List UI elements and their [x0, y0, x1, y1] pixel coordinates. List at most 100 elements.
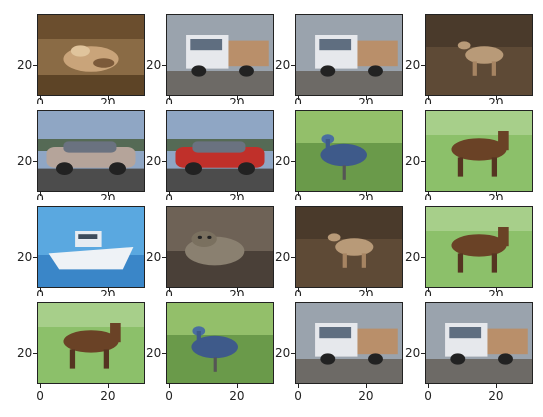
truck-image: [425, 302, 533, 384]
x-tick-label: 0: [165, 389, 173, 403]
x-tick-label: 20: [358, 193, 374, 200]
x-tick-label: 0: [36, 389, 44, 403]
y-tick-mark: [291, 160, 295, 162]
x-tick-mark: [366, 384, 368, 388]
x-tick-mark: [40, 288, 42, 292]
x-tick-label: 0: [294, 97, 302, 104]
x-tick-mark: [298, 384, 300, 388]
y-tick-label: 20: [17, 345, 33, 360]
x-tick-label: 0: [294, 389, 302, 403]
bird-image: [166, 302, 274, 384]
x-tick-mark: [40, 96, 42, 100]
x-tick-mark: [237, 384, 239, 388]
x-tick-label: 0: [424, 389, 432, 403]
truck-image: [295, 302, 403, 384]
y-tick-label: 20: [405, 249, 421, 264]
x-tick-mark: [298, 192, 300, 196]
x-tick-mark: [298, 96, 300, 100]
y-tick-mark: [162, 64, 166, 66]
x-tick-label: 20: [488, 97, 504, 104]
y-tick-mark: [421, 160, 425, 162]
x-tick-mark: [40, 384, 42, 388]
automobile-image: [166, 110, 274, 192]
x-tick-label: 20: [229, 389, 245, 403]
horse-image: [425, 206, 533, 288]
y-tick-mark: [33, 160, 37, 162]
x-tick-label: 0: [36, 289, 44, 296]
x-tick-mark: [169, 192, 171, 196]
x-tick-label: 0: [294, 289, 302, 296]
y-tick-label: 20: [275, 153, 291, 168]
y-tick-label: 20: [275, 345, 291, 360]
y-tick-mark: [162, 256, 166, 258]
y-tick-mark: [421, 64, 425, 66]
y-tick-mark: [33, 64, 37, 66]
x-tick-mark: [496, 384, 498, 388]
cat-image: [166, 206, 274, 288]
x-tick-label: 20: [229, 289, 245, 296]
x-tick-label: 0: [294, 193, 302, 200]
y-tick-mark: [162, 160, 166, 162]
horse-image: [37, 302, 145, 384]
x-tick-mark: [428, 96, 430, 100]
x-tick-label: 20: [229, 97, 245, 104]
y-tick-label: 20: [17, 249, 33, 264]
x-tick-mark: [496, 192, 498, 196]
x-tick-mark: [169, 384, 171, 388]
x-tick-label: 20: [100, 389, 116, 403]
x-tick-mark: [428, 192, 430, 196]
y-tick-mark: [291, 256, 295, 258]
y-tick-mark: [33, 256, 37, 258]
x-tick-mark: [108, 288, 110, 292]
x-tick-mark: [496, 288, 498, 292]
ship-image: [37, 206, 145, 288]
x-tick-mark: [237, 192, 239, 196]
x-tick-label: 20: [100, 289, 116, 296]
x-tick-label: 20: [358, 389, 374, 403]
y-tick-label: 20: [405, 57, 421, 72]
x-tick-mark: [428, 384, 430, 388]
x-tick-label: 20: [358, 97, 374, 104]
y-tick-mark: [33, 352, 37, 354]
x-tick-label: 0: [424, 193, 432, 200]
y-tick-label: 20: [17, 153, 33, 168]
y-tick-mark: [291, 352, 295, 354]
y-tick-label: 20: [17, 57, 33, 72]
y-tick-label: 20: [146, 57, 162, 72]
x-tick-mark: [298, 288, 300, 292]
x-tick-label: 0: [36, 97, 44, 104]
x-tick-label: 0: [424, 289, 432, 296]
x-tick-mark: [108, 192, 110, 196]
truck-image: [166, 14, 274, 96]
truck-image: [295, 14, 403, 96]
bird-image: [295, 110, 403, 192]
x-tick-label: 0: [165, 97, 173, 104]
horse-image: [425, 110, 533, 192]
y-tick-label: 20: [405, 153, 421, 168]
x-tick-label: 20: [100, 193, 116, 200]
x-tick-mark: [237, 96, 239, 100]
x-tick-label: 0: [165, 193, 173, 200]
x-tick-label: 20: [488, 289, 504, 296]
x-tick-label: 0: [165, 289, 173, 296]
x-tick-mark: [108, 384, 110, 388]
x-tick-label: 20: [488, 389, 504, 403]
y-tick-label: 20: [146, 345, 162, 360]
deer-image: [425, 14, 533, 96]
y-tick-label: 20: [146, 249, 162, 264]
x-tick-mark: [428, 288, 430, 292]
deer-image: [295, 206, 403, 288]
x-tick-mark: [366, 192, 368, 196]
x-tick-mark: [366, 288, 368, 292]
x-tick-label: 0: [424, 97, 432, 104]
x-tick-mark: [40, 192, 42, 196]
x-tick-mark: [169, 288, 171, 292]
frog-image: [37, 14, 145, 96]
y-tick-label: 20: [405, 345, 421, 360]
x-tick-mark: [237, 288, 239, 292]
x-tick-mark: [108, 96, 110, 100]
y-tick-label: 20: [275, 57, 291, 72]
y-tick-mark: [162, 352, 166, 354]
x-tick-label: 20: [100, 97, 116, 104]
x-tick-label: 0: [36, 193, 44, 200]
